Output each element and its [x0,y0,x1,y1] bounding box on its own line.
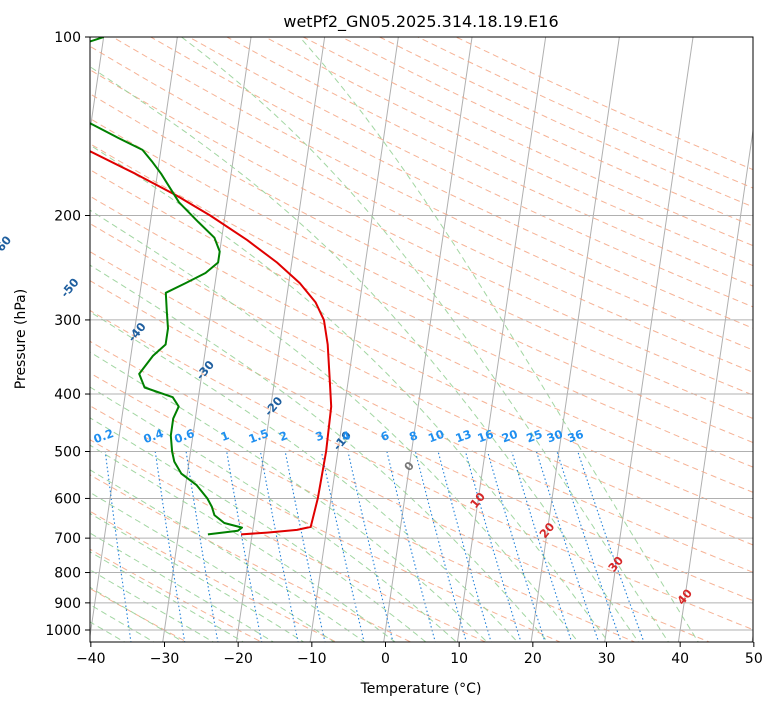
x-axis-label: Temperature (°C) [360,681,482,697]
dry-adiabat-line [90,195,753,519]
moist-adiabat-line [90,386,458,642]
mixing-ratio-label: 10 [426,427,446,446]
x-axis-ticks: −40 −30 −20 −10 0 10 20 30 40 50 [76,642,763,667]
isotherm-line [309,37,399,642]
mixing-ratio-label: 1.5 [247,426,271,446]
dry-adiabat-line [90,439,487,642]
y-tick-label: 100 [54,30,81,46]
isotherm-line [162,37,252,642]
y-tick-label: 500 [54,444,81,460]
dry-adiabat-line [187,37,753,308]
moist-adiabat-line [90,569,215,642]
temperature-profile-line [90,150,333,536]
y-axis-ticks: 1000 900 800 700 600 500 400 300 200 100 [45,30,90,639]
dewpoint-profile-line [90,37,243,536]
x-tick-label: 10 [450,651,468,667]
mixing-ratio-label: 0.2 [92,426,116,446]
x-tick-label: −10 [297,651,327,667]
x-tick-label: 50 [745,651,763,667]
y-tick-label: 600 [54,491,81,507]
y-tick-label: 1000 [45,623,81,639]
dry-adiabat-line [90,143,753,468]
mixing-ratio-label: 0.4 [142,426,166,446]
x-tick-label: 30 [598,651,616,667]
moist-adiabat-line [90,264,549,642]
y-tick-label: 400 [54,387,81,403]
plot-frame [89,36,754,643]
mixing-ratio-label: 0.6 [172,426,196,446]
isotherm-line [90,37,105,135]
moist-adiabat-line [90,351,488,642]
isotherm-line [235,37,326,642]
dry-adiabat-line [111,37,753,351]
moist-adiabat-line [180,37,669,642]
isotherm-line [604,37,694,642]
dry-adiabat-line [90,69,753,396]
mixing-ratio-label: 20 [500,427,520,446]
dry-adiabat-line [90,340,711,642]
chart-title: wetPf2_GN05.2025.314.18.19.E16 [283,12,558,32]
isotherm-line [530,37,620,642]
dry-adiabat-line [90,309,753,631]
x-tick-label: 40 [671,651,689,667]
isotherm-line [383,37,473,642]
moist-adiabat-line [90,551,245,642]
x-tick-label: −40 [76,651,106,667]
mixing-ratio-label: 16 [476,427,496,446]
moist-adiabat-line [90,209,579,642]
x-tick-label: −30 [150,651,180,667]
moist-adiabat-line [299,37,699,642]
moist-adiabat-line [90,144,609,642]
mixing-ratio-label: 13 [453,427,473,446]
dry-adiabat-line [225,37,753,287]
x-tick-label: 20 [524,651,542,667]
profile-lines [90,37,333,536]
moist-adiabat-line [90,469,366,642]
y-tick-label: 300 [54,313,81,329]
moist-adiabat-line [90,532,275,642]
y-tick-label: 200 [54,209,81,225]
moist-adiabat-line [90,444,396,642]
y-axis-label: Pressure (hPa) [13,289,29,389]
moist-adiabat-line [90,66,640,642]
moist-adiabat-line [90,586,185,642]
x-tick-label: −20 [223,651,253,667]
dry-adiabat-line [90,548,263,642]
y-tick-label: 900 [54,596,81,612]
mixing-ratio-label: 25 [524,427,544,446]
dry-adiabat-line [90,405,562,642]
isotherm-line [90,37,178,640]
y-tick-label: 700 [54,531,81,547]
dry-adiabat-line [90,223,753,546]
pressure-gridlines [90,37,753,631]
mixing-ratio-label: 30 [545,427,565,446]
isotherm-line [456,37,547,642]
moist-adiabat-line [90,417,427,642]
dry-adiabat-line [90,280,753,602]
x-tick-label: 0 [381,651,390,667]
y-tick-label: 800 [54,566,81,582]
dry-adiabat-line [90,117,753,444]
mixing-ratio-label: 36 [566,427,586,446]
dry-adiabat-line [90,251,753,573]
moist-adiabat-line [90,604,155,642]
